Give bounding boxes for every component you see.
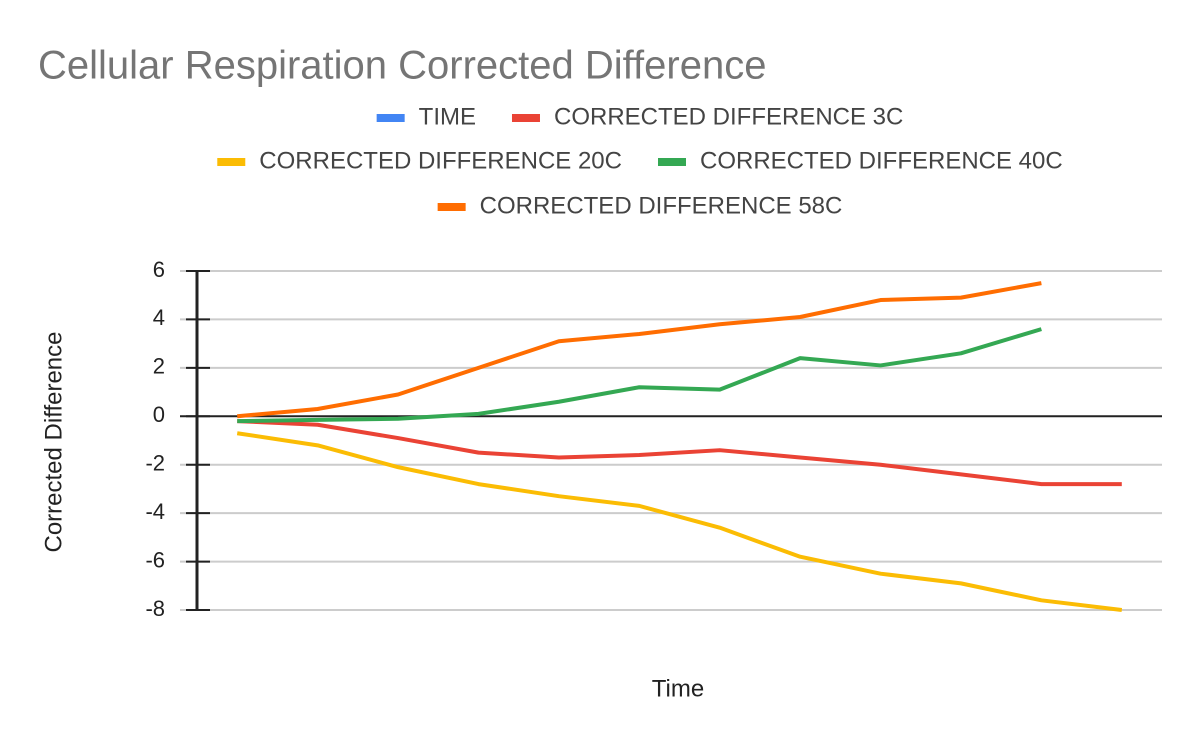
chart-title: Cellular Respiration Corrected Differenc… (38, 44, 766, 88)
y-tick-label: 6 (153, 257, 165, 282)
legend-swatch (437, 203, 466, 211)
y-tick-label: 0 (153, 402, 165, 427)
y-tick-label: -6 (145, 547, 165, 572)
legend-label: CORRECTED DIFFERENCE 58C (480, 192, 843, 219)
series-line (237, 327, 1042, 424)
series-line (237, 281, 1042, 419)
y-tick-label: -8 (145, 596, 165, 621)
legend-swatch (511, 114, 540, 122)
legend-label: CORRECTED DIFFERENCE 40C (700, 147, 1063, 174)
y-tick-label: 4 (153, 305, 165, 330)
series-line (236, 431, 1123, 612)
legend-swatch (658, 158, 686, 166)
y-axis-title: Corrected Difference (40, 332, 67, 553)
legend-label: CORRECTED DIFFERENCE 3C (554, 103, 903, 130)
series-line (237, 419, 1122, 487)
legend-swatch (217, 158, 246, 166)
y-tick-label: 2 (153, 354, 165, 379)
legend-label: CORRECTED DIFFERENCE 20C (259, 147, 622, 174)
x-axis-title: Time (652, 675, 704, 702)
y-tick-label: -2 (145, 451, 165, 476)
legend-label: TIME (419, 103, 476, 130)
legend-swatch (376, 114, 405, 122)
y-tick-label: -4 (145, 499, 165, 524)
